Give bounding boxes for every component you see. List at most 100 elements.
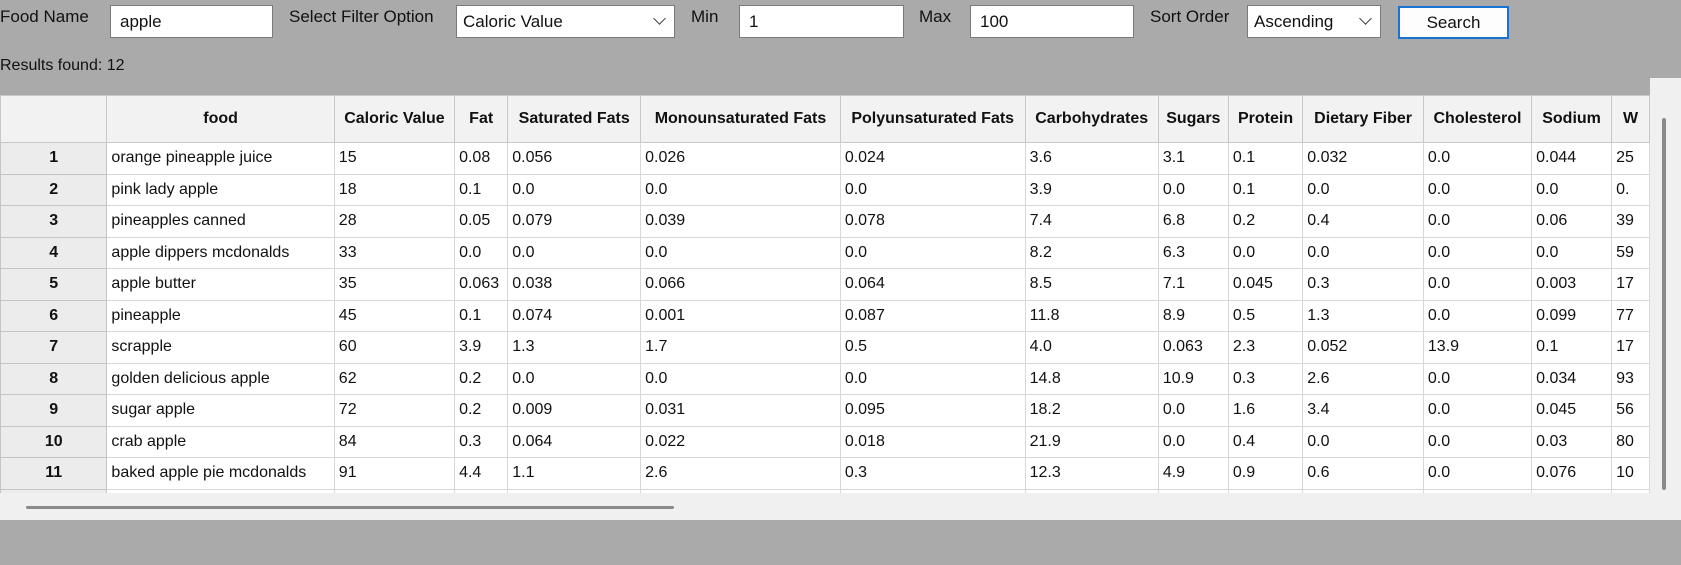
table-cell[interactable]: 4.4 [454,457,509,490]
table-cell[interactable]: 0.0 [1422,142,1533,175]
column-header[interactable]: Sodium [1531,95,1613,143]
row-header[interactable]: 8 [0,362,108,395]
table-cell[interactable]: 8.2 [1024,236,1159,269]
table-cell[interactable]: 0.026 [640,142,841,175]
table-cell[interactable]: 0.0 [1422,205,1533,238]
table-cell[interactable]: pineapples canned [106,205,335,238]
table-cell[interactable]: 0.0 [507,173,642,206]
table-cell[interactable]: 3.6 [1024,142,1159,175]
table-cell[interactable]: 72 [333,394,456,427]
table-cell[interactable]: 3.9 [1024,173,1159,206]
table-row[interactable]: 11 baked apple pie mcdonalds 91 4.4 1.1 2.6 0.… [0,457,1650,490]
table-cell[interactable]: 77 [1611,299,1650,332]
column-header[interactable]: food [106,95,335,143]
table-cell[interactable] [1422,488,1533,493]
table-cell[interactable]: 0.064 [507,425,642,458]
table-cell[interactable]: 0.063 [1157,331,1229,364]
table-cell[interactable]: 0.0 [1227,236,1304,269]
table-cell[interactable]: 0.044 [1531,142,1613,175]
table-cell[interactable]: 0.0 [454,236,509,269]
table-cell[interactable]: 84 [333,425,456,458]
table-cell[interactable]: 33 [333,236,456,269]
table-row[interactable]: 6 pineapple 45 0.1 0.074 0.001 0.087 11.8 8.9 0.5… [0,299,1650,332]
table-cell[interactable]: 2.3 [1227,331,1304,364]
table-row[interactable] [0,488,1650,493]
table-cell[interactable]: 0.031 [640,394,841,427]
table-cell[interactable]: 0.045 [1227,268,1304,301]
table-cell[interactable]: 4.0 [1024,331,1159,364]
search-button[interactable]: Search [1398,6,1509,39]
table-row[interactable]: 9 sugar apple 72 0.2 0.009 0.031 0.095 18.2 0.0 1… [0,394,1650,427]
row-header[interactable]: 7 [0,331,108,364]
row-header[interactable] [0,488,108,493]
table-cell[interactable]: 0.003 [1531,268,1613,301]
table-cell[interactable]: 18.2 [1024,394,1159,427]
table-cell[interactable]: 0.9 [1227,457,1304,490]
table-cell[interactable]: 0.1 [454,173,509,206]
table-cell[interactable]: 0.024 [839,142,1026,175]
table-cell[interactable]: 1.1 [507,457,642,490]
row-header[interactable]: 9 [0,394,108,427]
table-cell[interactable]: 0.056 [507,142,642,175]
table-cell[interactable]: 0.0 [1531,173,1613,206]
row-header[interactable]: 6 [0,299,108,332]
table-cell[interactable]: 0.0 [1302,173,1424,206]
table-cell[interactable]: 0.0 [1422,268,1533,301]
table-cell[interactable]: 2.6 [640,457,841,490]
table-cell[interactable]: 0.08 [454,142,509,175]
table-cell[interactable]: 0.045 [1531,394,1613,427]
table-cell[interactable]: 0.009 [507,394,642,427]
table-cell[interactable]: 7.4 [1024,205,1159,238]
table-cell[interactable]: 0.0 [1157,394,1229,427]
table-cell[interactable]: 28 [333,205,456,238]
table-cell[interactable]: 15 [333,142,456,175]
table-cell[interactable]: crab apple [106,425,335,458]
column-header[interactable]: Caloric Value [333,95,456,143]
table-cell[interactable] [1227,488,1304,493]
table-cell[interactable]: 0.0 [839,173,1026,206]
filter-select[interactable]: Caloric Value [456,5,675,38]
table-cell[interactable]: 35 [333,268,456,301]
table-cell[interactable]: 0.4 [1227,425,1304,458]
table-cell[interactable]: 0.0 [839,362,1026,395]
table-cell[interactable]: scrapple [106,331,335,364]
table-cell[interactable]: 4.9 [1157,457,1229,490]
table-cell[interactable]: 0.0 [1422,457,1533,490]
table-cell[interactable]: 0.5 [1227,299,1304,332]
min-input[interactable]: 1 [739,5,904,38]
table-cell[interactable]: 14.8 [1024,362,1159,395]
max-input[interactable]: 100 [970,5,1134,38]
table-cell[interactable]: 0.0 [1302,425,1424,458]
table-cell[interactable]: 91 [333,457,456,490]
corner-header[interactable] [0,95,108,143]
column-header[interactable]: Carbohydrates [1024,95,1159,143]
table-cell[interactable]: 0.038 [507,268,642,301]
table-cell[interactable]: 0.3 [454,425,509,458]
table-cell[interactable]: 0.2 [454,362,509,395]
table-row[interactable]: 4 apple dippers mcdonalds 33 0.0 0.0 0.0 0.0 8.… [0,236,1650,269]
row-header[interactable]: 3 [0,205,108,238]
table-cell[interactable]: 0. [1611,173,1650,206]
row-header[interactable]: 1 [0,142,108,175]
table-cell[interactable]: 0.0 [507,236,642,269]
table-cell[interactable]: 0.078 [839,205,1026,238]
table-cell[interactable]: 0.0 [1157,425,1229,458]
table-cell[interactable]: 0.0 [1531,236,1613,269]
table-cell[interactable]: 0.0 [1157,173,1229,206]
table-row[interactable]: 7 scrapple 60 3.9 1.3 1.7 0.5 4.0 0.063 2.3 0.052 1… [0,331,1650,364]
table-cell[interactable] [454,488,509,493]
table-cell[interactable]: 0.03 [1531,425,1613,458]
row-header[interactable]: 4 [0,236,108,269]
column-header[interactable]: Cholesterol [1422,95,1533,143]
food-name-input[interactable]: apple [110,5,273,38]
table-cell[interactable]: 0.074 [507,299,642,332]
column-header[interactable]: Monounsaturated Fats [640,95,841,143]
table-cell[interactable]: 0.0 [640,362,841,395]
column-header[interactable]: Sugars [1157,95,1229,143]
table-cell[interactable]: 0.3 [1302,268,1424,301]
table-cell[interactable]: apple dippers mcdonalds [106,236,335,269]
table-cell[interactable]: 6.8 [1157,205,1229,238]
table-cell[interactable]: 10 [1611,457,1650,490]
table-cell[interactable] [507,488,642,493]
table-cell[interactable]: 0.076 [1531,457,1613,490]
